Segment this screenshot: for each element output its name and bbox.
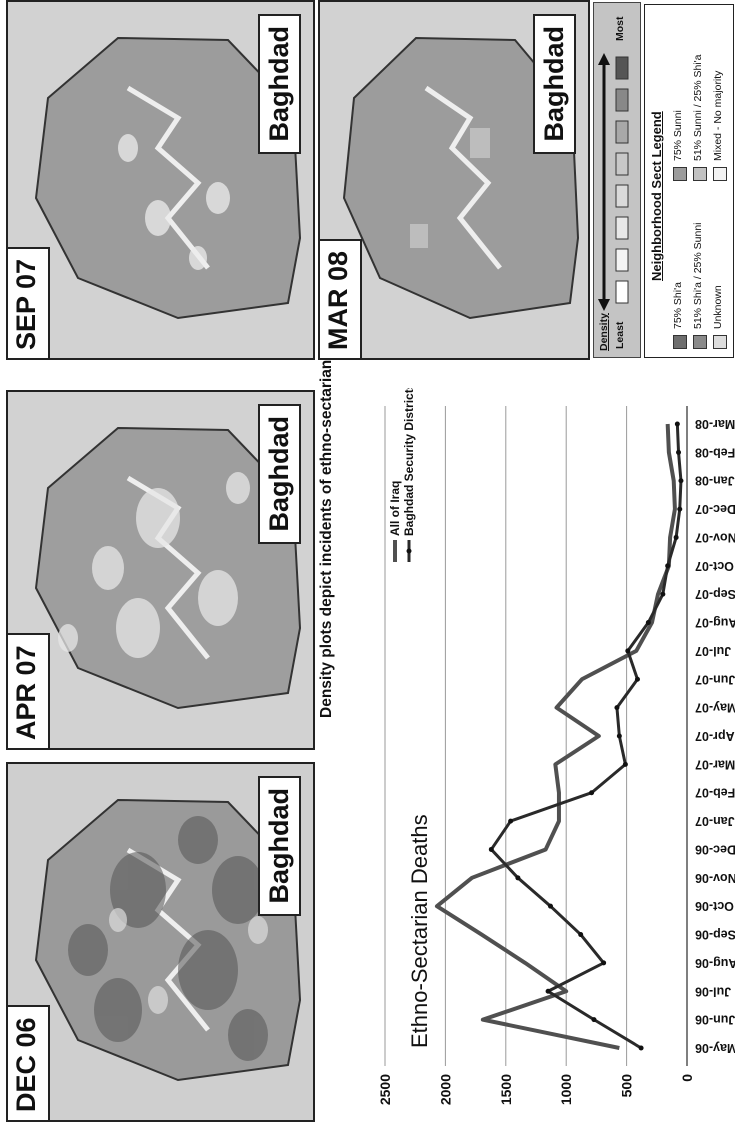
x-tick-label: Oct-07 <box>695 559 734 573</box>
x-tick-label: Oct-06 <box>695 899 734 913</box>
x-tick-label: Aug-07 <box>695 616 735 630</box>
map-date-label: MAR 08 <box>318 238 362 360</box>
sect-legend: Neighborhood Sect Legend 75% Shi'a 75% Su… <box>644 4 734 358</box>
map-city-label: Baghdad <box>258 14 301 154</box>
data-point <box>545 988 551 994</box>
map-date-label: APR 07 <box>6 633 50 750</box>
data-point <box>634 676 640 682</box>
map-graphic <box>8 2 313 358</box>
legend-label: All of Iraq <box>388 481 402 536</box>
data-point <box>673 534 679 540</box>
map-graphic <box>320 2 588 358</box>
legend-item-label: 75% Sunni <box>672 110 684 161</box>
y-tick-label: 1500 <box>498 1074 514 1105</box>
chart-caption: Density plots depict incidents of ethno-… <box>318 301 335 718</box>
data-point <box>665 563 671 569</box>
data-point <box>508 818 514 824</box>
y-tick-label: 500 <box>619 1074 635 1098</box>
map-graphic <box>8 392 313 748</box>
x-tick-label: May-06 <box>695 1041 735 1055</box>
chart-title: Ethno-Sectarian Deaths <box>407 814 432 1048</box>
data-point <box>678 478 684 484</box>
x-tick-label: May-07 <box>695 701 735 715</box>
series-line-all-of-iraq <box>434 423 677 1050</box>
x-tick-label: Jun-06 <box>695 1013 735 1027</box>
x-tick-label: Jan-08 <box>695 474 735 488</box>
x-tick-label: Mar-07 <box>695 757 735 771</box>
x-tick-label: Sep-06 <box>695 928 735 942</box>
x-tick-label: Jul-06 <box>695 984 731 998</box>
x-tick-label: Nov-07 <box>695 530 735 544</box>
data-point <box>676 449 682 455</box>
data-point <box>622 761 628 767</box>
x-tick-label: Jan-07 <box>695 814 735 828</box>
map-graphic <box>8 764 313 1120</box>
legend-swatch <box>693 335 707 349</box>
legend-item-label: 51% Sunni / 25% Shi'a <box>692 54 704 162</box>
density-arrow <box>598 53 629 311</box>
data-point <box>488 846 494 852</box>
data-point <box>674 421 680 427</box>
y-tick-label: 1000 <box>558 1074 574 1105</box>
series-line-baghdad-security-districts <box>489 423 683 1050</box>
x-tick-label: Feb-08 <box>695 445 735 459</box>
y-tick-label: 2500 <box>377 1074 393 1105</box>
x-tick-label: Dec-07 <box>695 502 735 516</box>
x-tick-label: Sep-07 <box>695 587 735 601</box>
legend-swatch <box>693 167 707 181</box>
legend-item-label: 75% Shi'a <box>672 282 684 329</box>
map-city-label: Baghdad <box>258 404 301 544</box>
x-tick-label: Feb-07 <box>695 786 735 800</box>
map-city-label: Baghdad <box>258 776 301 916</box>
legend-swatch <box>673 167 687 181</box>
data-point <box>645 620 651 626</box>
map-date-label: SEP 07 <box>6 246 50 360</box>
data-point <box>591 1017 597 1023</box>
map-panel-mar-08: MAR 08 Baghdad <box>318 0 590 360</box>
data-point <box>614 705 620 711</box>
legend-item-label: Mixed - No majority <box>712 70 724 161</box>
legend-marker <box>406 548 412 554</box>
data-point <box>616 733 622 739</box>
legend-label: Baghdad Security Districts <box>402 388 416 536</box>
map-date-label: DEC 06 <box>6 1005 50 1122</box>
legend-item-label: 51% Shi'a / 25% Sunni <box>692 222 704 330</box>
x-tick-label: Mar-08 <box>695 417 735 431</box>
ethno-sectarian-deaths-chart: 0 500 1000 1500 2000 2500 Ethno-Sectarian Deat… <box>377 388 735 1105</box>
data-point <box>677 506 683 512</box>
data-point <box>638 1045 644 1051</box>
map-panel-dec-06: DEC 06 Baghdad <box>6 762 315 1122</box>
legend-swatch <box>713 335 727 349</box>
map-panel-apr-07: APR 07 Baghdad <box>6 390 315 750</box>
data-point <box>660 591 666 597</box>
x-tick-label: Jun-07 <box>695 672 735 686</box>
map-panel-sep-07: SEP 07 Baghdad <box>6 0 315 360</box>
data-point <box>601 960 607 966</box>
density-scale: Density Least Most <box>593 2 641 358</box>
y-tick-label: 0 <box>679 1074 695 1082</box>
data-point <box>625 648 631 654</box>
data-point <box>589 790 595 796</box>
y-tick-label: 2000 <box>437 1074 453 1105</box>
legend-item-label: Unknown <box>712 285 724 329</box>
data-point <box>515 875 521 881</box>
data-point <box>547 903 553 909</box>
x-tick-label: Jul-07 <box>695 644 731 658</box>
legend-title: Neighborhood Sect Legend <box>649 111 664 281</box>
map-city-label: Baghdad <box>533 14 576 154</box>
x-tick-label: Apr-07 <box>695 729 735 743</box>
x-tick-label: Aug-06 <box>695 956 735 970</box>
legend-swatch <box>713 167 727 181</box>
legend-swatch <box>673 335 687 349</box>
x-tick-label: Nov-06 <box>695 871 735 885</box>
data-point <box>578 932 584 938</box>
x-tick-label: Dec-06 <box>695 842 735 856</box>
